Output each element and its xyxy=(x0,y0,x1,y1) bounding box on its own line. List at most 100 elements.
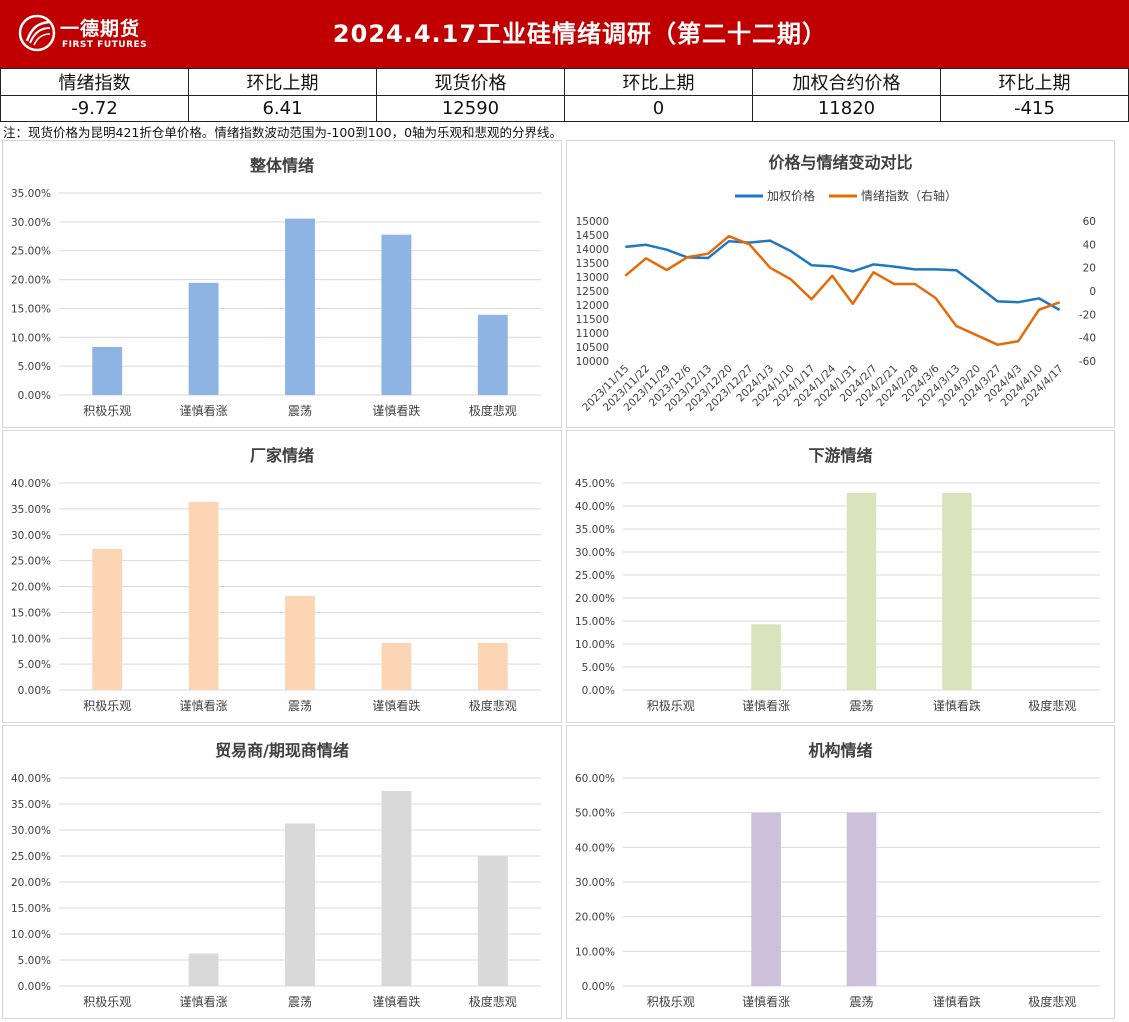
x-category-label: 谨慎看跌 xyxy=(933,698,981,713)
y-tick-label: 25.00% xyxy=(11,556,51,568)
legend-label: 情绪指数（右轴） xyxy=(861,188,957,203)
page-title: 2024.4.17工业硅情绪调研（第二十二期） xyxy=(332,20,828,48)
chart-title: 价格与情绪变动对比 xyxy=(768,153,912,172)
chart-canvas: 下游情绪 0.00% 5.00% 10.00% 15.00% 20.00% 25.00% 30… xyxy=(575,446,1100,713)
y-tick-label: 15.00% xyxy=(11,303,51,315)
logo-emblem-icon xyxy=(18,14,56,52)
y-right-tick-label: 60 xyxy=(1083,216,1096,228)
y-tick-label: 10.00% xyxy=(11,332,51,344)
downstream-sentiment-chart: 下游情绪 0.00% 5.00% 10.00% 15.00% 20.00% 25.00% 30… xyxy=(566,430,1115,723)
chart-canvas: 机构情绪 0.00% 10.00% 20.00% 30.00% 40.00% 50.00% 6… xyxy=(575,741,1100,1009)
x-category-label: 震荡 xyxy=(288,995,312,1009)
bar xyxy=(285,218,315,395)
summary-value: 0 xyxy=(564,95,753,122)
y-tick-label: 40.00% xyxy=(11,478,51,490)
y-tick-label: 0.00% xyxy=(18,390,51,402)
bar xyxy=(846,492,877,690)
x-category-label: 积极乐观 xyxy=(83,995,131,1009)
bar xyxy=(477,642,508,690)
y-tick-label: 20.00% xyxy=(11,275,51,287)
y-left-tick-label: 11500 xyxy=(576,314,609,326)
chart-title: 机构情绪 xyxy=(808,741,872,760)
x-category-label: 震荡 xyxy=(288,404,312,418)
summary-value: -9.72 xyxy=(0,95,189,122)
bar xyxy=(381,791,412,986)
y-left-tick-label: 13000 xyxy=(576,272,609,284)
y-tick-label: 40.00% xyxy=(575,501,615,513)
y-right-tick-label: 40 xyxy=(1083,239,1096,251)
bar xyxy=(381,234,412,395)
x-category-label: 积极乐观 xyxy=(647,995,695,1009)
y-tick-label: 10.00% xyxy=(575,639,615,651)
y-tick-label: 35.00% xyxy=(575,524,615,536)
y-tick-label: 20.00% xyxy=(575,912,615,924)
y-tick-label: 15.00% xyxy=(11,607,51,619)
x-category-label: 谨慎看跌 xyxy=(933,994,981,1009)
y-tick-label: 5.00% xyxy=(18,361,51,373)
y-right-tick-label: 20 xyxy=(1083,263,1096,275)
logo-text-cn: 一德期货 xyxy=(60,18,141,40)
x-category-label: 震荡 xyxy=(288,699,312,713)
y-tick-label: 30.00% xyxy=(11,217,51,229)
y-left-tick-label: 12000 xyxy=(576,300,609,312)
summary-label: 环比上期 xyxy=(188,68,377,96)
bar xyxy=(751,624,781,690)
summary-label: 现货价格 xyxy=(376,68,565,96)
logo-text-en: FIRST FUTURES xyxy=(62,40,148,50)
y-left-tick-label: 10000 xyxy=(576,356,609,368)
series-line xyxy=(624,234,1061,346)
overall-sentiment-chart: 整体情绪 0.00% 5.00% 10.00% 15.00% 20.00% 25.00% 30… xyxy=(2,140,562,428)
y-tick-label: 10.00% xyxy=(575,946,615,958)
y-tick-label: 45.00% xyxy=(575,478,615,490)
x-category-label: 谨慎看涨 xyxy=(180,698,228,713)
chart-title: 贸易商/期现商情绪 xyxy=(215,741,349,760)
x-category-label: 谨慎看跌 xyxy=(372,994,420,1009)
summary-value: 12590 xyxy=(376,95,565,122)
title-bar: 一德期货 FIRST FUTURES 2024.4.17工业硅情绪调研（第二十二… xyxy=(0,0,1129,68)
y-right-tick-label: -40 xyxy=(1079,333,1096,345)
y-tick-label: 35.00% xyxy=(11,504,51,516)
y-left-tick-label: 11000 xyxy=(576,328,609,340)
producer-sentiment-chart: 厂家情绪 0.00% 5.00% 10.00% 15.00% 20.00% 25.00% 30… xyxy=(2,430,562,723)
summary-label: 环比上期 xyxy=(564,68,753,96)
y-left-tick-label: 10500 xyxy=(576,342,609,354)
y-tick-label: 40.00% xyxy=(11,773,51,785)
summary-table: 情绪指数 环比上期 现货价格 环比上期 加权合约价格 环比上期 -9.72 6.… xyxy=(0,68,1129,122)
y-tick-label: 5.00% xyxy=(582,662,615,674)
y-tick-label: 10.00% xyxy=(11,633,51,645)
x-category-label: 震荡 xyxy=(849,699,873,713)
y-tick-label: 25.00% xyxy=(11,246,51,258)
y-tick-label: 25.00% xyxy=(11,851,51,863)
chart-canvas: 厂家情绪 0.00% 5.00% 10.00% 15.00% 20.00% 25.00% 30… xyxy=(11,446,541,713)
x-category-label: 谨慎看跌 xyxy=(372,698,420,713)
chart-title: 整体情绪 xyxy=(249,156,314,175)
x-category-label: 谨慎看跌 xyxy=(372,403,420,418)
bar xyxy=(477,856,508,986)
bar xyxy=(381,642,412,690)
bar xyxy=(477,314,508,395)
y-tick-label: 40.00% xyxy=(575,842,615,854)
x-category-label: 积极乐观 xyxy=(83,404,131,418)
y-left-tick-label: 14500 xyxy=(576,230,609,242)
x-category-label: 积极乐观 xyxy=(83,699,131,713)
series-line xyxy=(625,239,1061,312)
y-tick-label: 35.00% xyxy=(11,188,51,200)
y-tick-label: 0.00% xyxy=(18,981,51,993)
y-tick-label: 35.00% xyxy=(11,799,51,811)
x-category-label: 极度悲观 xyxy=(469,403,517,418)
y-tick-label: 20.00% xyxy=(11,582,51,594)
y-tick-label: 25.00% xyxy=(575,570,615,582)
x-category-label: 极度悲观 xyxy=(1028,698,1076,713)
y-tick-label: 30.00% xyxy=(11,530,51,542)
y-right-tick-label: -20 xyxy=(1079,309,1096,321)
bar xyxy=(285,595,315,690)
summary-label: 情绪指数 xyxy=(0,68,189,96)
y-tick-label: 5.00% xyxy=(18,659,51,671)
price-sentiment-chart: 价格与情绪变动对比 加权价格 情绪指数（右轴） 10000 10500 11000 1150… xyxy=(566,140,1115,428)
y-tick-label: 30.00% xyxy=(575,877,615,889)
y-tick-label: 0.00% xyxy=(582,981,615,993)
y-left-tick-label: 12500 xyxy=(576,286,609,298)
bar xyxy=(188,501,219,690)
y-left-tick-label: 13500 xyxy=(576,258,609,270)
